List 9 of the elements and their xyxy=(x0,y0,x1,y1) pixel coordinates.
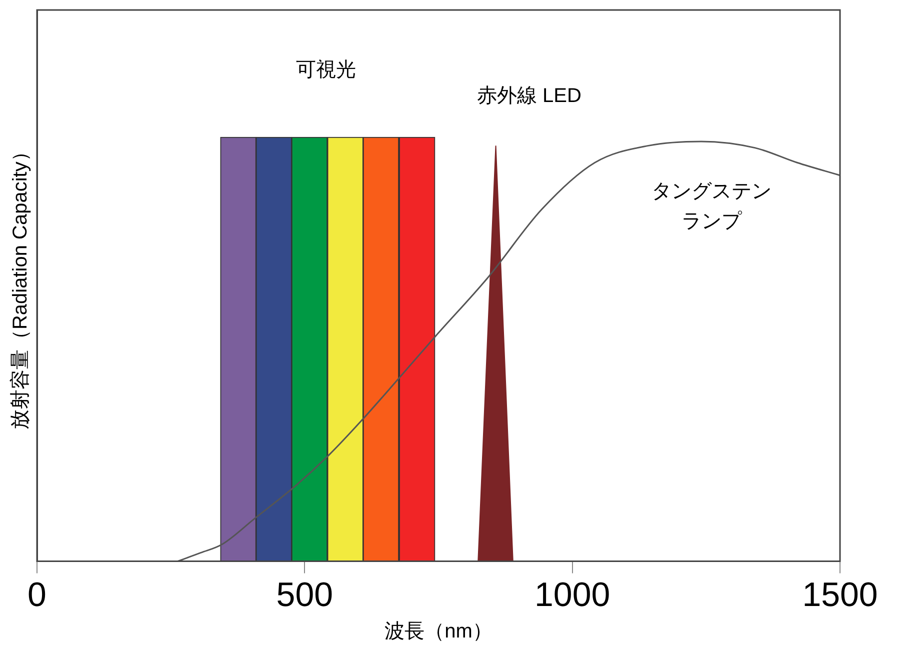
x-tick-label: 1500 xyxy=(802,576,878,614)
annotation: タングステンランプ xyxy=(652,180,772,232)
y-axis-title: 放射容量（Radiation Capacity） xyxy=(10,142,32,430)
x-axis-title: 波長（nm） xyxy=(384,620,492,643)
x-tick-label: 0 xyxy=(28,576,46,614)
x-tick-label: 1000 xyxy=(534,576,610,614)
x-tick-label: 500 xyxy=(276,576,334,614)
text: 赤外線 LED xyxy=(477,85,582,108)
text: 可視光 xyxy=(296,59,356,82)
